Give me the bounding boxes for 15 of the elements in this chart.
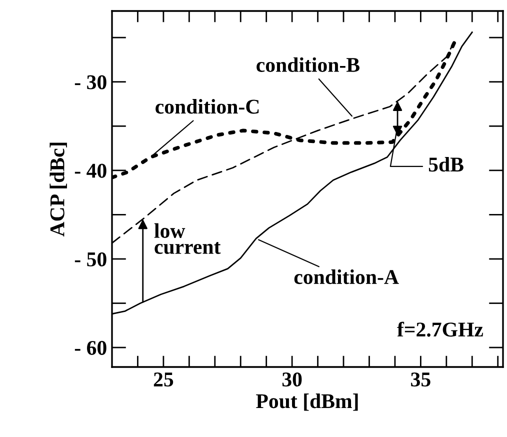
- y-tick-label: - 30: [74, 75, 106, 90]
- annotation: f=2.7GHz: [397, 322, 483, 337]
- annotation: 5dB: [428, 156, 464, 172]
- x-tick-label: 35: [411, 372, 430, 387]
- series-label: condition-C: [156, 99, 259, 114]
- text: condition-B: [256, 57, 360, 72]
- y-axis-title: ACP [dBc]: [50, 142, 67, 237]
- legend-label: condition-A: [294, 269, 399, 284]
- y-tick-label: - 50: [74, 252, 106, 266]
- y-tick-label: - 40: [74, 164, 106, 178]
- x-tick-label: 25: [154, 372, 174, 387]
- x-tick-label: 30: [282, 372, 302, 387]
- y-tick-label: - 60: [74, 340, 106, 355]
- annotation: low current: [154, 223, 221, 254]
- x-axis-title: Pout [dBm]: [256, 394, 358, 411]
